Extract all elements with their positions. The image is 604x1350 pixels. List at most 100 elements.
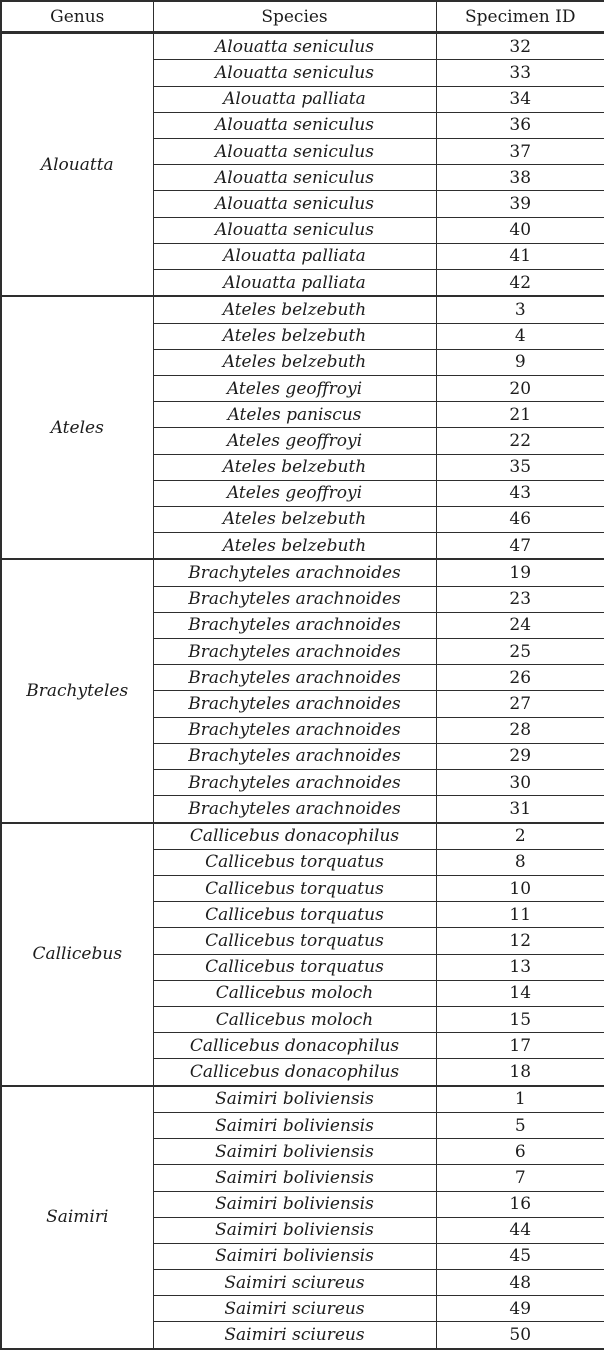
species-cell: Saimiri sciureus	[152, 1321, 437, 1350]
table-row: Brachyteles arachnoides 28	[1, 716, 604, 744]
species-cell: Brachyteles arachnoides	[152, 585, 437, 613]
table-row: Callicebus Callicebus donacophilus 2	[0, 821, 604, 1087]
species-cell: Callicebus donacophilus	[152, 821, 437, 850]
specimen-id-cell: 39	[435, 190, 604, 218]
specimen-id-cell: 28	[435, 716, 604, 744]
table-row: Callicebus moloch 14	[1, 979, 604, 1007]
species-cell: Alouatta seniculus	[152, 164, 437, 192]
specimen-id-cell: 2	[435, 821, 604, 850]
species-cell: Saimiri sciureus	[152, 1269, 437, 1297]
species-cell: Ateles belzebuth	[152, 532, 437, 560]
species-cell: Brachyteles arachnoides	[152, 742, 437, 771]
header-specimen-id: Specimen ID	[435, 0, 604, 34]
specimen-id-cell: 20	[435, 374, 604, 403]
species-cell: Alouatta palliata	[152, 268, 437, 297]
species-cell: Brachyteles arachnoides	[152, 690, 437, 718]
table-row: Callicebus donacophilus 17	[1, 1032, 604, 1060]
specimen-id-cell: 4	[435, 322, 604, 350]
species-cell: Callicebus moloch	[152, 1005, 437, 1034]
table-row: Callicebus torquatus 10	[1, 874, 604, 903]
specimen-id-cell: 23	[435, 585, 604, 613]
specimen-id-cell: 25	[435, 638, 604, 666]
species-cell: Ateles belzebuth	[152, 505, 437, 534]
species-cell: Alouatta seniculus	[152, 137, 437, 166]
species-cell: Callicebus donacophilus	[152, 1032, 437, 1060]
table-row: Saimiri boliviensis 45	[1, 1242, 604, 1271]
specimen-id-cell: 17	[435, 1032, 604, 1060]
specimen-id-cell: 47	[435, 532, 604, 560]
species-cell: Brachyteles arachnoides	[152, 611, 437, 640]
table-row: Brachyteles arachnoides 30	[1, 768, 604, 797]
genus-cell: Ateles	[0, 295, 154, 560]
specimen-id-cell: 35	[435, 453, 604, 481]
species-cell: Callicebus torquatus	[152, 901, 437, 929]
specimen-id-cell: 16	[435, 1190, 604, 1218]
species-cell: Alouatta seniculus	[152, 31, 437, 61]
specimen-id-cell: 21	[435, 401, 604, 429]
table-row: Ateles Ateles belzebuth 3	[0, 295, 604, 560]
species-cell: Ateles paniscus	[152, 401, 437, 429]
species-cell: Saimiri sciureus	[152, 1295, 437, 1323]
table-row: Brachyteles arachnoides 26	[1, 664, 604, 692]
species-cell: Ateles geoffroyi	[152, 427, 437, 455]
specimen-id-cell: 3	[435, 295, 604, 324]
specimen-id-cell: 38	[435, 164, 604, 192]
species-cell: Ateles geoffroyi	[152, 479, 437, 507]
genus-cell: Alouatta	[0, 31, 154, 297]
specimen-id-cell: 46	[435, 505, 604, 534]
species-cell: Saimiri boliviensis	[152, 1084, 437, 1113]
table-row: Ateles paniscus 21	[1, 401, 604, 429]
species-cell: Brachyteles arachnoides	[152, 795, 437, 823]
specimen-id-cell: 41	[435, 242, 604, 270]
table-row: Alouatta seniculus 39	[1, 190, 604, 218]
table-row: Alouatta palliata 41	[1, 242, 604, 270]
table-row: Brachyteles arachnoides 24	[1, 611, 604, 640]
specimen-id-cell: 18	[435, 1058, 604, 1087]
specimen-id-cell: 27	[435, 690, 604, 718]
table-row: Callicebus torquatus 11	[1, 901, 604, 929]
specimen-id-cell: 8	[435, 848, 604, 877]
species-cell: Alouatta seniculus	[152, 111, 437, 140]
specimen-id-cell: 22	[435, 427, 604, 455]
species-cell: Callicebus torquatus	[152, 953, 437, 981]
specimen-id-cell: 45	[435, 1242, 604, 1271]
header-species: Species	[152, 0, 437, 34]
specimen-id-cell: 37	[435, 137, 604, 166]
specimen-id-cell: 42	[435, 268, 604, 297]
species-cell: Brachyteles arachnoides	[152, 558, 437, 587]
specimen-id-cell: 31	[435, 795, 604, 823]
table-body: Alouatta Alouatta seniculus 32 Alouatta sen…	[0, 31, 604, 1350]
specimen-id-cell: 7	[435, 1164, 604, 1192]
table-header: Genus Species Specimen ID	[0, 0, 604, 34]
species-cell: Callicebus torquatus	[152, 874, 437, 903]
specimen-id-cell: 5	[435, 1111, 604, 1140]
specimen-id-cell: 9	[435, 348, 604, 376]
species-cell: Saimiri boliviensis	[152, 1164, 437, 1192]
specimen-id-cell: 49	[435, 1295, 604, 1323]
specimen-id-cell: 33	[435, 59, 604, 87]
table-row: Saimiri boliviensis 16	[1, 1190, 604, 1218]
table-row: Brachyteles arachnoides 25	[1, 638, 604, 666]
specimen-id-cell: 15	[435, 1005, 604, 1034]
specimen-id-cell: 40	[435, 216, 604, 244]
species-cell: Alouatta palliata	[152, 85, 437, 113]
species-cell: Saimiri boliviensis	[152, 1111, 437, 1140]
species-cell: Callicebus torquatus	[152, 848, 437, 877]
specimen-id-cell: 6	[435, 1138, 604, 1166]
genus-cell: Callicebus	[0, 821, 154, 1087]
specimen-id-cell: 11	[435, 901, 604, 929]
table-row: Ateles geoffroyi 43	[1, 479, 604, 507]
table-row: Ateles geoffroyi 20	[1, 374, 604, 403]
table-row: Saimiri sciureus 50	[1, 1321, 604, 1350]
specimen-id-cell: 10	[435, 874, 604, 903]
species-cell: Callicebus moloch	[152, 979, 437, 1007]
species-cell: Saimiri boliviensis	[152, 1138, 437, 1166]
specimen-id-cell: 43	[435, 479, 604, 507]
table-row: Alouatta seniculus 37	[1, 137, 604, 166]
species-cell: Alouatta seniculus	[152, 59, 437, 87]
specimen-id-cell: 32	[435, 31, 604, 61]
species-cell: Ateles belzebuth	[152, 295, 437, 324]
species-cell: Callicebus donacophilus	[152, 1058, 437, 1087]
table-row: Saimiri boliviensis 44	[1, 1216, 604, 1244]
table-row: Alouatta seniculus 38	[1, 164, 604, 192]
